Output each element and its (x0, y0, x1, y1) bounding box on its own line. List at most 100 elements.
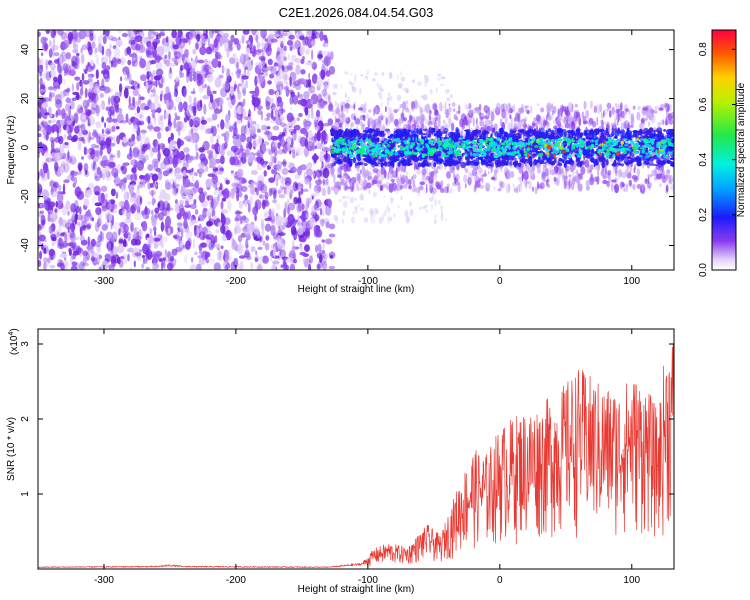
noise-speckle (188, 31, 194, 40)
noise-speckle (203, 103, 207, 115)
noise-speckle (270, 104, 277, 108)
noise-speckle (321, 187, 327, 197)
noise-speckle (280, 40, 284, 49)
noise-speckle (281, 168, 289, 175)
noise-speckle (268, 149, 271, 156)
band-halo (448, 103, 451, 107)
band-halo (392, 182, 397, 192)
band-halo (399, 184, 404, 190)
band-halo (623, 187, 626, 193)
noise-speckle (281, 215, 287, 224)
noise-speckle (386, 101, 390, 106)
noise-speckle (199, 45, 207, 56)
band-halo (379, 185, 382, 192)
noise-speckle (315, 244, 319, 253)
noise-speckle (94, 47, 98, 54)
noise-speckle (191, 105, 197, 113)
noise-speckle (371, 209, 374, 217)
band-halo (413, 120, 417, 125)
band-halo (670, 118, 673, 126)
band-halo (618, 182, 622, 189)
noise-speckle (316, 76, 323, 87)
band-halo (478, 103, 482, 112)
band-halo (343, 173, 347, 178)
band-halo (363, 182, 367, 192)
band-halo (643, 117, 649, 121)
noise-speckle (195, 55, 198, 64)
band-halo (493, 123, 498, 131)
noise-speckle (88, 131, 92, 142)
band-halo (600, 119, 603, 125)
noise-speckle (133, 260, 136, 268)
band-halo (654, 167, 657, 176)
noise-speckle (235, 211, 243, 215)
band-halo (468, 109, 474, 118)
noise-speckle (282, 149, 285, 153)
band-halo (425, 119, 431, 125)
noise-speckle (148, 71, 152, 78)
noise-speckle (194, 251, 198, 256)
band-halo (433, 103, 438, 111)
noise-speckle (81, 156, 84, 160)
noise-speckle (125, 113, 129, 123)
noise-speckle (99, 103, 105, 108)
noise-speckle (210, 198, 214, 208)
band-halo (599, 103, 603, 113)
noise-speckle (159, 93, 163, 102)
noise-speckle (60, 165, 64, 175)
noise-speckle (62, 78, 66, 85)
noise-speckle (143, 174, 151, 181)
band-halo (525, 179, 528, 189)
band-halo (645, 111, 650, 118)
noise-speckle (271, 211, 274, 221)
noise-speckle (147, 115, 151, 125)
noise-speckle (317, 140, 321, 145)
noise-speckle (117, 244, 125, 254)
noise-speckle (110, 255, 116, 264)
noise-speckle (115, 191, 119, 199)
noise-speckle (81, 82, 84, 90)
noise-speckle (300, 187, 304, 195)
noise-speckle (47, 168, 50, 180)
noise-speckle (406, 216, 411, 223)
noise-speckle (50, 186, 54, 195)
band-halo (446, 171, 451, 179)
noise-speckle (391, 198, 394, 201)
noise-speckle (347, 96, 351, 103)
band-halo (648, 121, 650, 127)
noise-speckle (110, 208, 114, 213)
noise-speckle (274, 156, 277, 164)
noise-speckle (311, 61, 318, 70)
noise-speckle (226, 68, 231, 80)
noise-speckle (271, 106, 280, 111)
noise-speckle (344, 71, 349, 75)
noise-speckle (129, 146, 132, 157)
noise-speckle (300, 69, 306, 75)
noise-speckle (54, 166, 58, 176)
band-halo (445, 108, 449, 119)
noise-speckle (386, 97, 390, 103)
noise-speckle (179, 67, 183, 79)
noise-speckle (290, 107, 293, 111)
band-halo (427, 121, 430, 126)
noise-speckle (168, 50, 171, 60)
noise-speckle (311, 35, 317, 39)
noise-speckle (96, 105, 101, 113)
noise-speckle (82, 224, 86, 231)
band-halo (492, 107, 495, 113)
noise-speckle (44, 87, 49, 93)
band-halo (636, 111, 641, 121)
noise-speckle (275, 146, 278, 150)
band-halo (552, 106, 557, 114)
band-halo (483, 115, 490, 120)
noise-speckle (387, 106, 392, 110)
noise-speckle (271, 263, 277, 270)
noise-speckle (43, 162, 48, 174)
noise-speckle (189, 118, 194, 128)
band-halo (395, 167, 398, 178)
noise-speckle (220, 155, 225, 165)
noise-speckle (89, 136, 95, 140)
noise-speckle (319, 254, 323, 263)
band-halo (430, 121, 434, 126)
noise-speckle (198, 147, 205, 153)
